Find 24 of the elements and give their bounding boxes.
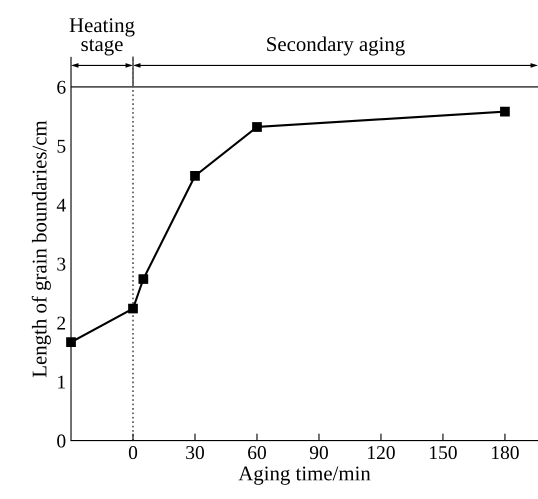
x-tick-label: 0: [128, 446, 138, 460]
y-axis-title: Length of grain boundaries/cm: [32, 120, 51, 378]
y-tick-label: 4: [56, 198, 66, 212]
x-tick-label: 150: [430, 446, 457, 460]
x-tick-label: 120: [368, 446, 395, 460]
point: [252, 122, 262, 132]
y-tick-label: 5: [58, 140, 66, 153]
x-tick-label: 90: [310, 446, 328, 460]
y-tick-label: 3: [57, 258, 66, 271]
point: [500, 106, 510, 116]
point: [128, 304, 138, 314]
x-tick-label: 60: [248, 446, 266, 460]
x-axis-title: Aging time/min: [238, 466, 370, 485]
text: Secondary aging: [267, 36, 405, 56]
x-tick-label: 180: [492, 446, 519, 460]
point: [190, 171, 200, 181]
text: Heating stage: [70, 18, 135, 56]
y-tick-label: 0: [57, 434, 66, 448]
x-tick-label: 30: [186, 446, 204, 460]
point: [66, 337, 76, 348]
y-tick-label: 6: [57, 80, 66, 94]
y-tick-label: 1: [58, 376, 65, 388]
y-tick-label: 2: [57, 316, 66, 330]
point: [138, 274, 148, 284]
